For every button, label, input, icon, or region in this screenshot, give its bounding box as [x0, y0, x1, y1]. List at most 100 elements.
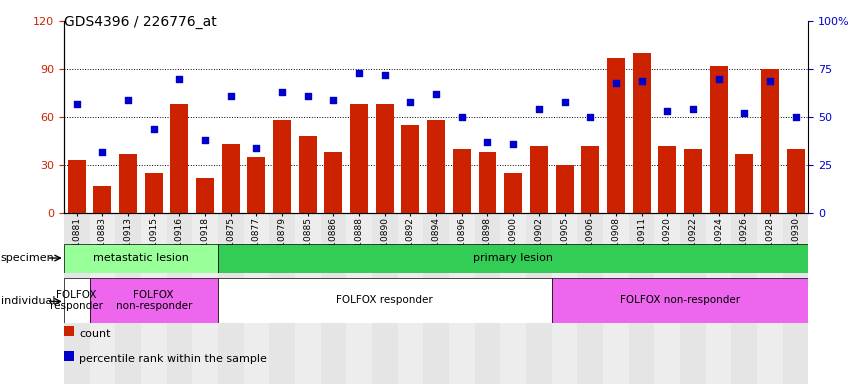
- Bar: [346, 213, 372, 384]
- Point: [70, 101, 83, 107]
- Bar: [556, 165, 574, 213]
- Bar: [551, 213, 577, 384]
- Bar: [783, 213, 808, 384]
- Bar: [449, 213, 475, 384]
- Bar: [530, 146, 548, 213]
- Bar: [581, 146, 599, 213]
- Bar: [397, 213, 423, 384]
- Bar: [654, 213, 680, 384]
- Bar: [453, 149, 471, 213]
- Text: count: count: [79, 329, 111, 339]
- Point: [455, 114, 469, 120]
- Text: individual: individual: [1, 296, 55, 306]
- Point: [738, 110, 751, 116]
- Point: [557, 99, 571, 105]
- Point: [121, 97, 134, 103]
- Point: [789, 114, 802, 120]
- Point: [198, 137, 212, 143]
- Bar: [167, 213, 192, 384]
- Bar: [526, 213, 551, 384]
- Bar: [376, 104, 394, 213]
- Bar: [577, 213, 603, 384]
- Bar: [372, 213, 397, 384]
- Point: [481, 139, 494, 145]
- Bar: [192, 213, 218, 384]
- Point: [224, 93, 237, 99]
- Bar: [757, 213, 783, 384]
- Point: [532, 106, 545, 113]
- Bar: [504, 173, 523, 213]
- Bar: [551, 278, 808, 323]
- Bar: [243, 213, 269, 384]
- Bar: [350, 104, 368, 213]
- Bar: [735, 154, 753, 213]
- Point: [609, 79, 623, 86]
- Point: [686, 106, 700, 113]
- Bar: [632, 53, 650, 213]
- Bar: [89, 213, 115, 384]
- Point: [95, 149, 109, 155]
- Bar: [423, 213, 449, 384]
- Bar: [603, 213, 629, 384]
- Bar: [761, 69, 779, 213]
- Bar: [324, 152, 342, 213]
- Bar: [89, 278, 218, 323]
- Point: [352, 70, 366, 76]
- Bar: [222, 144, 240, 213]
- Point: [711, 76, 725, 82]
- Bar: [218, 213, 243, 384]
- Text: FOLFOX responder: FOLFOX responder: [336, 295, 433, 306]
- Text: specimen: specimen: [1, 253, 54, 263]
- Point: [506, 141, 520, 147]
- Text: FOLFOX non-responder: FOLFOX non-responder: [620, 295, 740, 306]
- Text: primary lesion: primary lesion: [473, 253, 553, 263]
- Bar: [94, 186, 111, 213]
- Text: GDS4396 / 226776_at: GDS4396 / 226776_at: [64, 15, 216, 29]
- Bar: [786, 149, 804, 213]
- Bar: [710, 66, 728, 213]
- Point: [403, 99, 417, 105]
- Text: FOLFOX
responder: FOLFOX responder: [50, 290, 103, 311]
- Bar: [684, 149, 702, 213]
- Bar: [218, 278, 551, 323]
- Bar: [119, 154, 137, 213]
- Bar: [145, 173, 163, 213]
- Bar: [115, 213, 141, 384]
- Bar: [321, 213, 346, 384]
- Bar: [299, 136, 317, 213]
- Bar: [705, 213, 731, 384]
- Bar: [248, 157, 266, 213]
- Point: [378, 72, 391, 78]
- Bar: [680, 213, 705, 384]
- Bar: [170, 104, 188, 213]
- Point: [763, 78, 777, 84]
- Bar: [478, 152, 496, 213]
- Text: FOLFOX
non-responder: FOLFOX non-responder: [116, 290, 191, 311]
- Bar: [218, 244, 808, 273]
- Point: [584, 114, 597, 120]
- Bar: [427, 120, 445, 213]
- Bar: [64, 213, 89, 384]
- Bar: [658, 146, 677, 213]
- Bar: [141, 213, 167, 384]
- Bar: [500, 213, 526, 384]
- Point: [275, 89, 288, 95]
- Bar: [64, 278, 89, 323]
- Bar: [607, 58, 625, 213]
- Point: [327, 97, 340, 103]
- Bar: [475, 213, 500, 384]
- Bar: [64, 244, 218, 273]
- Bar: [629, 213, 654, 384]
- Bar: [731, 213, 757, 384]
- Point: [635, 78, 648, 84]
- Point: [660, 108, 674, 114]
- Bar: [273, 120, 291, 213]
- Bar: [68, 161, 86, 213]
- Bar: [295, 213, 321, 384]
- Bar: [402, 125, 420, 213]
- Point: [249, 145, 263, 151]
- Point: [301, 93, 315, 99]
- Bar: [196, 178, 214, 213]
- Point: [147, 126, 161, 132]
- Bar: [269, 213, 295, 384]
